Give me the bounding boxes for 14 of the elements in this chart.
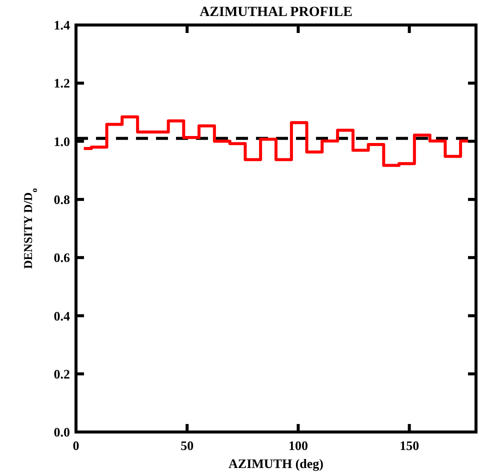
y-tick-label: 0.8 xyxy=(54,192,70,207)
y-tick-label: 1.2 xyxy=(54,76,70,91)
y-tick-label: 1.0 xyxy=(54,134,70,149)
x-tick-label: 50 xyxy=(180,438,194,453)
chart-title: AZIMUTHAL PROFILE xyxy=(200,5,352,20)
x-axis-title: AZIMUTH (deg) xyxy=(228,456,324,471)
y-tick-label: 0.2 xyxy=(54,366,70,382)
y-tick-label: 0.4 xyxy=(54,308,70,324)
x-tick-label: 100 xyxy=(288,438,308,453)
y-tick-label: 0.6 xyxy=(54,250,70,266)
x-tick-label: 150 xyxy=(400,438,420,453)
y-tick-label: 1.4 xyxy=(54,18,70,33)
x-tick-label: 0 xyxy=(72,438,80,453)
y-tick-label: 0.0 xyxy=(54,424,70,440)
